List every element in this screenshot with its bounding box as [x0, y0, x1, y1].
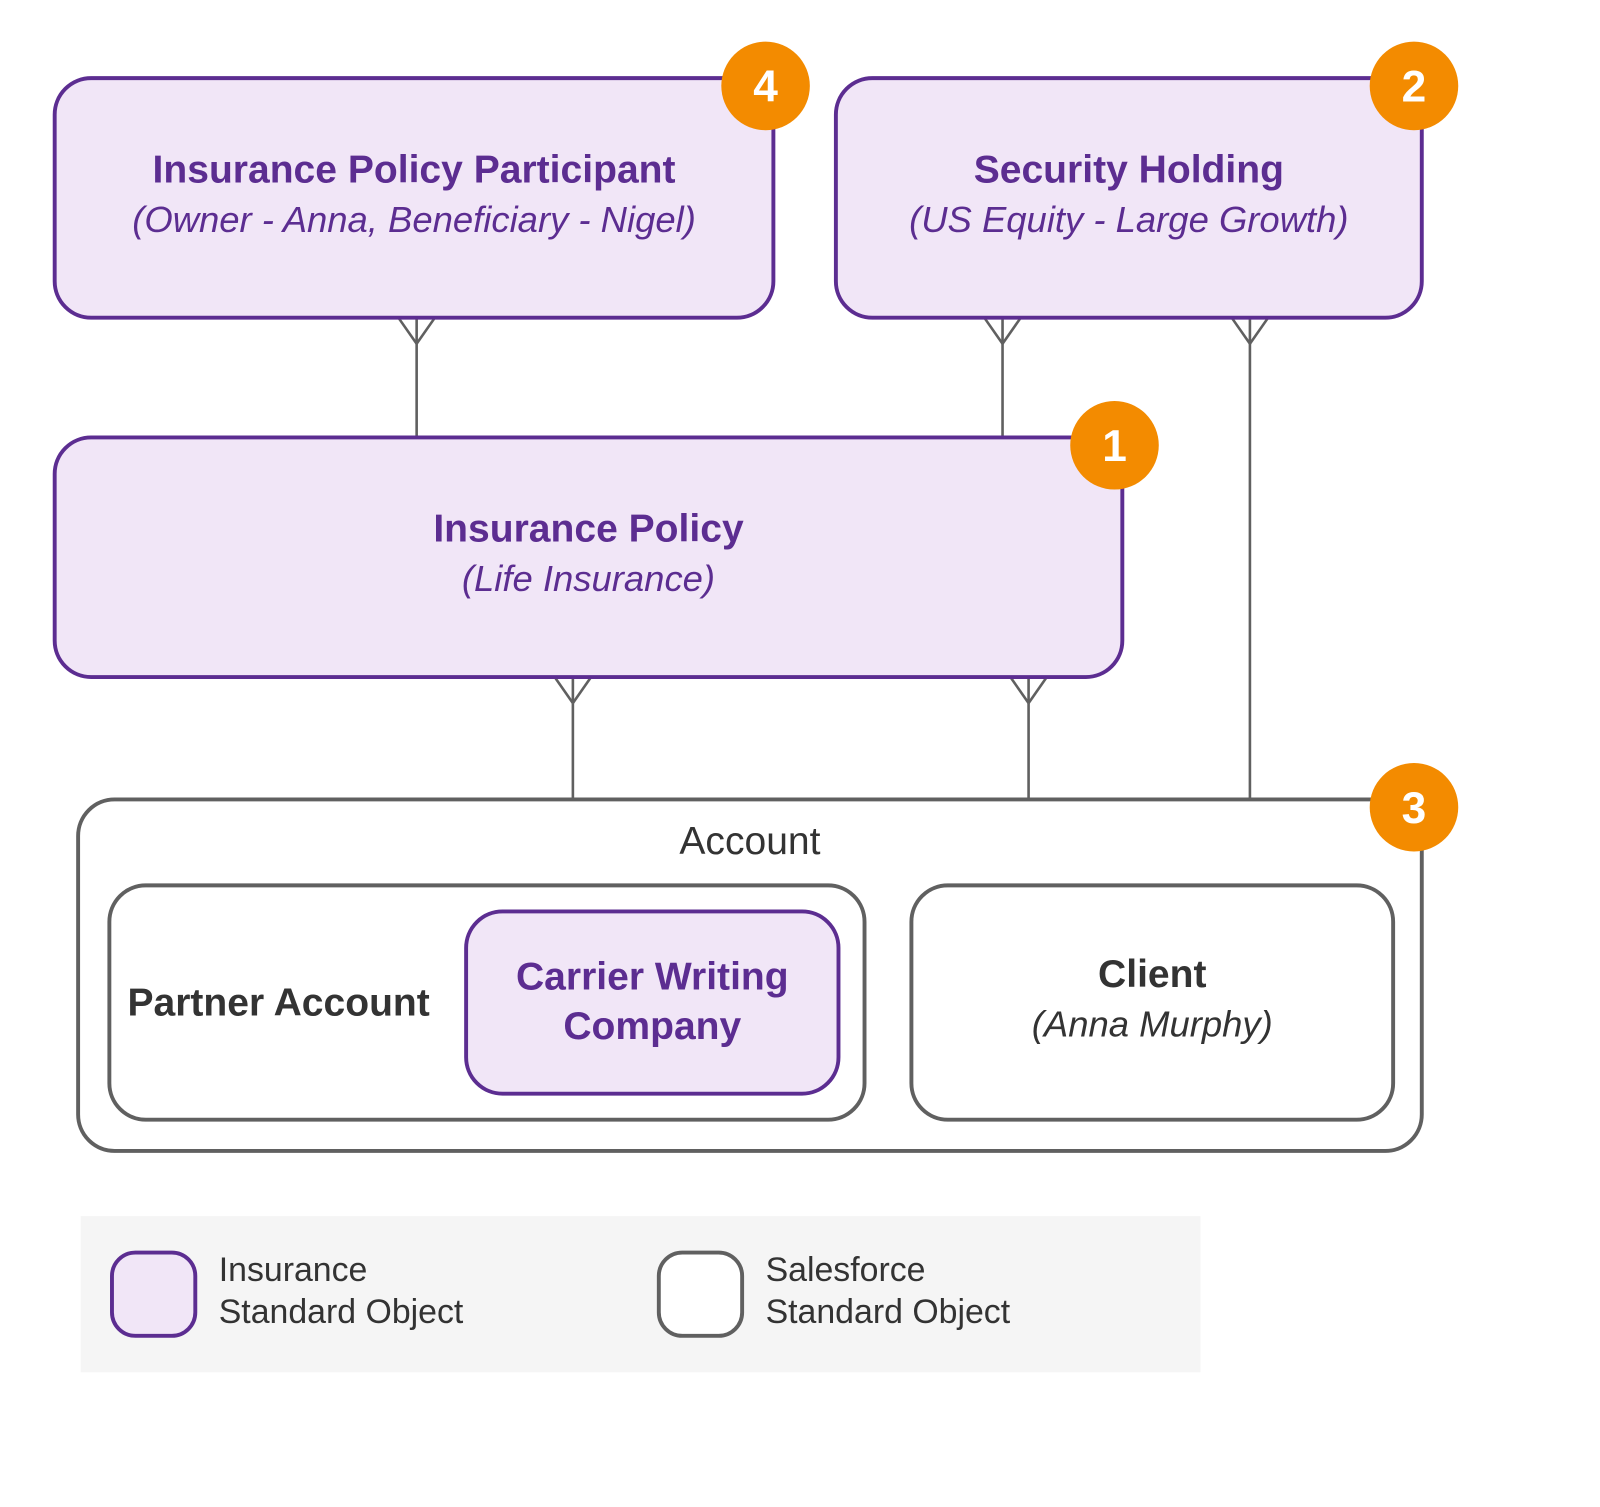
participant-badge-text: 4 — [753, 63, 778, 112]
legend-swatch-0 — [112, 1253, 195, 1336]
nodes.carrier.subtitle: Company — [563, 1005, 741, 1048]
account-badge-text: 3 — [1402, 784, 1427, 833]
legend.items.1.line1: Salesforce — [766, 1251, 926, 1289]
nodes.partner_group.label: Partner Account — [127, 982, 429, 1025]
nodes.security.title: Security Holding — [974, 148, 1284, 191]
nodes.policy.subtitle: (Life Insurance) — [462, 558, 715, 599]
policy-badge: 1 — [1070, 401, 1159, 490]
nodes.participant.title: Insurance Policy Participant — [153, 148, 676, 191]
nodes.security.subtitle: (US Equity - Large Growth) — [909, 199, 1348, 240]
legend-swatch-1 — [659, 1253, 742, 1336]
legend.items.1.line2: Standard Object — [766, 1293, 1011, 1331]
nodes.client.subtitle: (Anna Murphy) — [1032, 1003, 1273, 1044]
legend.items.0.line1: Insurance — [219, 1251, 368, 1289]
security-badge-text: 2 — [1402, 63, 1427, 112]
security-badge: 2 — [1370, 42, 1459, 131]
nodes.policy.title: Insurance Policy — [433, 508, 744, 551]
carrier-box — [466, 911, 838, 1093]
participant-badge: 4 — [721, 42, 810, 131]
nodes.client.title: Client — [1098, 953, 1206, 996]
nodes.carrier.title: Carrier Writing — [516, 956, 789, 999]
nodes.account_container.label: Account — [679, 820, 820, 863]
nodes.participant.subtitle: (Owner - Anna, Beneficiary - Nigel) — [132, 199, 696, 240]
legend.items.0.line2: Standard Object — [219, 1293, 464, 1331]
account-badge: 3 — [1370, 763, 1459, 852]
policy-badge-text: 1 — [1102, 422, 1127, 471]
